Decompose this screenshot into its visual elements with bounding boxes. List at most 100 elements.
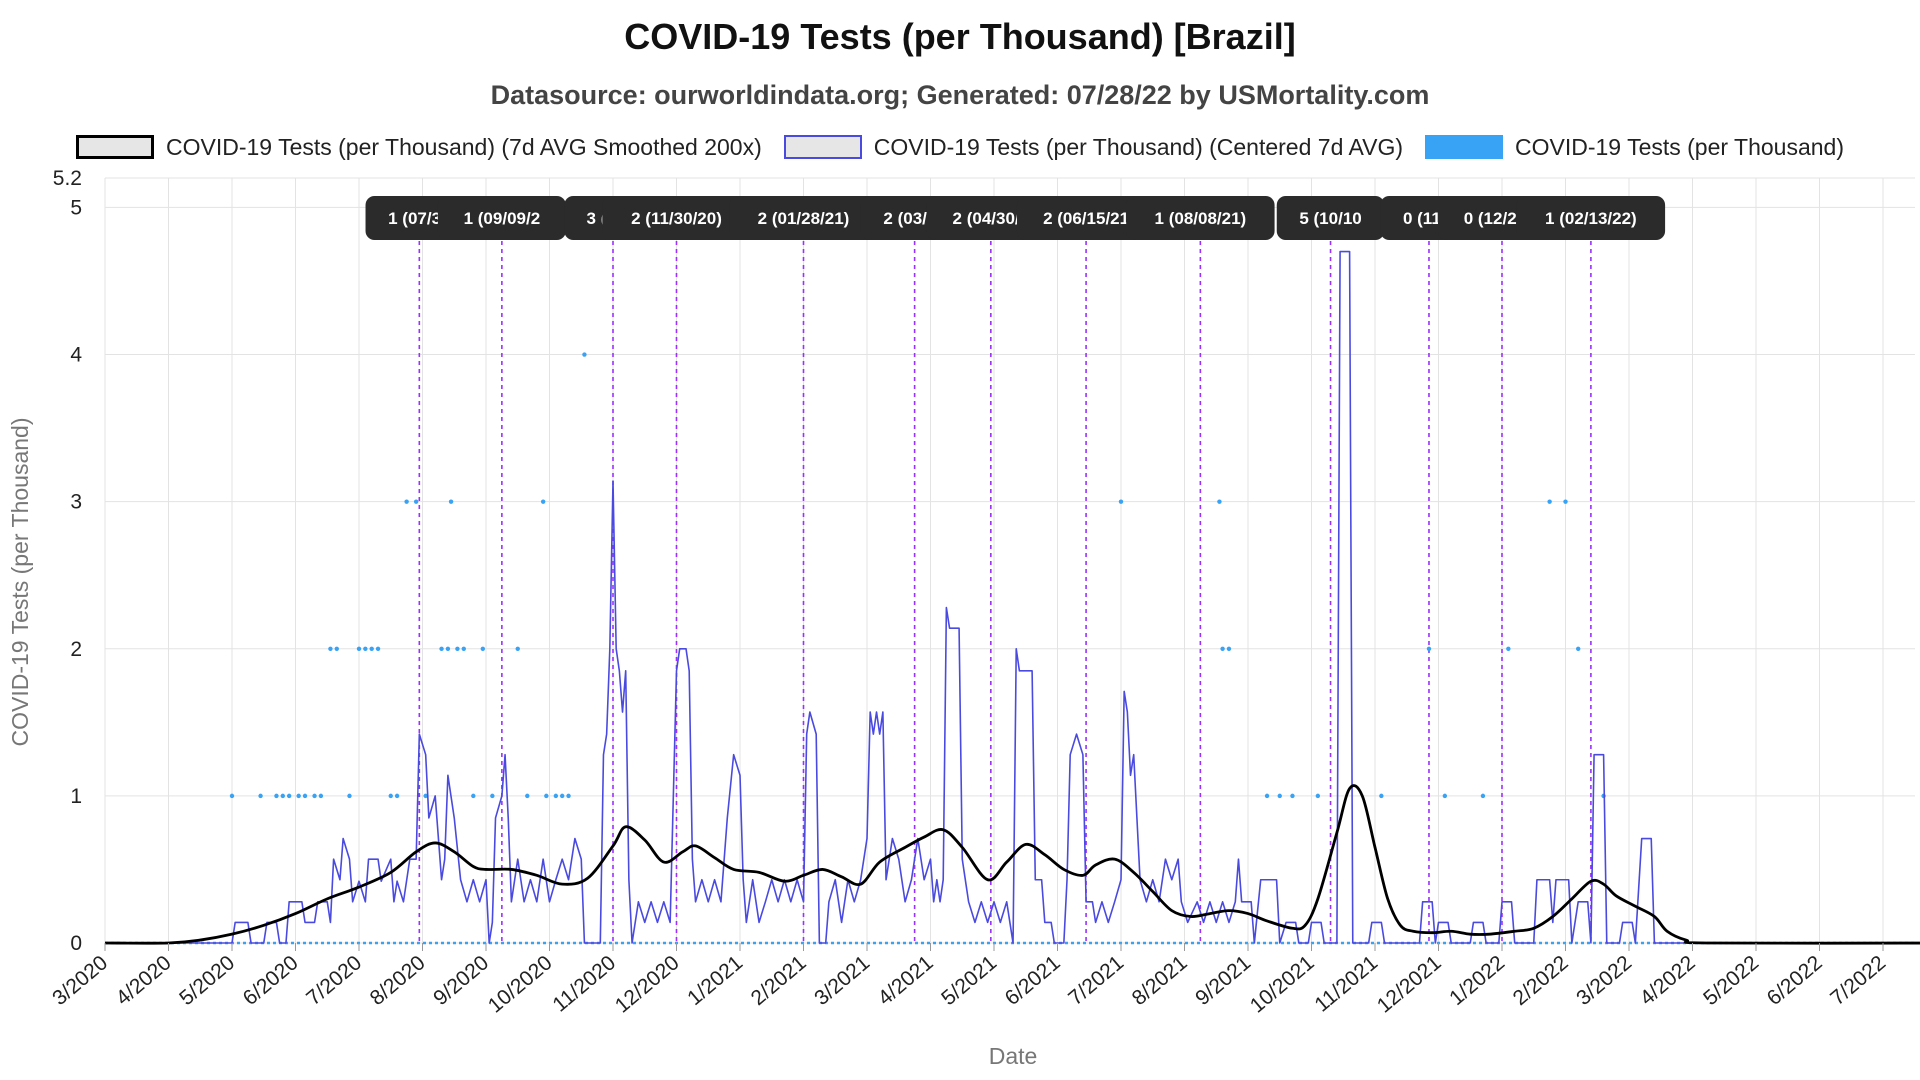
data-point-raw	[229, 793, 235, 799]
data-point-raw	[471, 793, 476, 799]
data-point-raw	[1576, 646, 1581, 651]
annotation-label: 5 (10/10	[1276, 196, 1385, 240]
data-point-raw	[1220, 646, 1225, 651]
legend-label-smoothed: COVID-19 Tests (per Thousand) (7d AVG Sm…	[166, 133, 762, 160]
data-point-raw	[1217, 499, 1222, 504]
data-point-raw	[525, 793, 530, 799]
data-point-raw	[394, 793, 400, 799]
annotation-text: 2 (01/28/21)	[758, 209, 850, 228]
x-tick-label: 10/2020	[484, 951, 557, 1017]
x-tick-label: 5/2021	[937, 951, 1001, 1010]
data-point-raw	[334, 646, 339, 651]
data-point-raw	[1563, 499, 1568, 504]
data-point-raw	[1426, 646, 1432, 651]
data-point-raw	[480, 646, 486, 651]
data-point-raw	[540, 499, 546, 504]
x-tick-label: 8/2020	[366, 951, 430, 1010]
chart-title: COVID-19 Tests (per Thousand) [Brazil]	[624, 16, 1296, 57]
x-tick-label: 1/2021	[683, 951, 747, 1010]
series-line-smoothed	[104, 784, 1920, 945]
data-point-raw	[1379, 793, 1384, 799]
annotation-text: 5 (10/10	[1299, 209, 1361, 228]
annotation-text: 2 (04/30/2	[953, 209, 1030, 228]
x-tick-label: 12/2021	[1373, 951, 1446, 1017]
annotation-labels: 1 (07/311 (09/09/23 (10/32 (11/30/20)2 (…	[365, 196, 1666, 240]
data-point-raw	[1506, 646, 1511, 651]
data-point-raw	[258, 793, 263, 799]
data-point-raw	[1442, 793, 1448, 799]
data-point-raw	[448, 499, 454, 504]
data-point-raw	[312, 793, 317, 799]
data-point-raw	[544, 793, 549, 799]
data-point-raw	[1264, 793, 1270, 799]
x-tick-label: 7/2022	[1826, 951, 1890, 1010]
data-point-raw	[1480, 793, 1486, 799]
legend-label-centered-avg: COVID-19 Tests (per Thousand) (Centered …	[873, 133, 1404, 160]
annotation-box	[729, 196, 878, 240]
annotation-label: 2 (01/28/21)	[729, 196, 878, 240]
data-point-raw	[356, 646, 362, 651]
x-tick-label: 5/2020	[175, 951, 239, 1010]
x-tick-label: 4/2022	[1636, 951, 1700, 1010]
data-point-raw	[1226, 646, 1232, 651]
y-axis-title: COVID-19 Tests (per Thousand)	[7, 418, 33, 747]
data-point-raw	[328, 646, 333, 651]
x-tick-label: 11/2021	[1310, 951, 1382, 1016]
data-point-raw	[1118, 499, 1124, 504]
annotation-text: 1 (02/13/22)	[1545, 209, 1637, 228]
x-axis-title: Date	[989, 1043, 1038, 1069]
annotation-text: 2 (11/30/20)	[631, 209, 722, 228]
data-point-raw	[274, 793, 279, 799]
data-point-raw	[515, 646, 520, 651]
legend-item-centered-avg[interactable]: COVID-19 Tests (per Thousand) (Centered …	[783, 133, 1404, 161]
annotation-label: 1 (09/09/2	[437, 196, 566, 240]
annotation-box	[1516, 196, 1666, 240]
x-tick-label: 6/2020	[239, 951, 303, 1010]
annotation-box	[1016, 196, 1156, 240]
annotation-label: 1 (08/08/21)	[1126, 196, 1275, 240]
data-point-raw	[413, 499, 419, 504]
legend-swatch-smoothed	[76, 135, 155, 159]
x-tick-label: 11/2020	[548, 951, 620, 1016]
data-point-raw	[286, 793, 292, 799]
series-layer	[104, 250, 1920, 945]
y-tick-label: 0	[70, 932, 82, 955]
data-point-raw	[439, 646, 444, 651]
y-tick-label: 1	[70, 785, 82, 808]
x-tick-label: 6/2022	[1763, 951, 1827, 1010]
data-point-raw	[296, 793, 301, 799]
data-point-raw	[388, 793, 393, 799]
x-tick-label: 12/2020	[611, 951, 684, 1017]
data-point-raw	[455, 646, 460, 651]
x-tick-label: 5/2022	[1699, 951, 1763, 1010]
annotation-markers	[418, 225, 1592, 943]
annotation-text: 2 (06/15/21	[1043, 209, 1129, 228]
x-tick-label: 8/2021	[1128, 951, 1192, 1010]
y-tick-label: 2	[70, 638, 82, 661]
data-point-raw	[423, 793, 428, 799]
data-point-raw	[553, 793, 559, 799]
data-point-raw	[445, 646, 451, 651]
y-tick-label: 5.2	[53, 167, 82, 190]
data-point-raw	[560, 793, 565, 799]
x-tick-label: 4/2021	[874, 951, 938, 1010]
legend-item-smoothed[interactable]: COVID-19 Tests (per Thousand) (7d AVG Sm…	[76, 134, 762, 161]
data-point-raw	[1290, 793, 1295, 799]
legend-item-raw[interactable]: COVID-19 Tests (per Thousand)	[1425, 134, 1844, 161]
data-point-raw	[302, 793, 308, 799]
y-tick-label: 4	[70, 344, 82, 367]
x-tick-label: 1/2022	[1445, 951, 1509, 1010]
annotation-box	[602, 196, 751, 240]
x-tick-label: 7/2020	[302, 951, 366, 1010]
annotation-box	[437, 196, 566, 240]
annotation-box	[1276, 196, 1385, 240]
x-tick-label: 4/2020	[112, 951, 176, 1010]
x-tick-label: 2/2022	[1509, 951, 1573, 1010]
data-point-raw	[1277, 793, 1282, 799]
x-tick-label: 2/2021	[747, 951, 811, 1010]
legend-swatch-centered-avg	[783, 135, 862, 159]
legend-label-raw: COVID-19 Tests (per Thousand)	[1515, 133, 1844, 160]
y-tick-label: 3	[70, 491, 82, 514]
